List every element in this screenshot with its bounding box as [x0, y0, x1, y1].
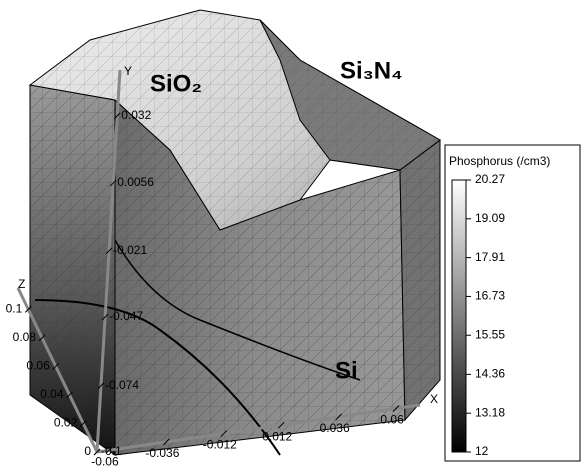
tick-mark [113, 112, 121, 120]
tick-mark [392, 405, 400, 412]
z-tick-label: 0.04 [40, 387, 64, 401]
x-tick-label: -0.012 [203, 438, 237, 452]
x-tick-label: 0.06 [380, 413, 404, 427]
tick-mark [277, 421, 285, 429]
tick-mark [335, 413, 343, 421]
x-tick-label: -0.06 [91, 454, 119, 467]
region-label: Si [335, 357, 358, 384]
region-label: SiO₂ [150, 70, 202, 97]
colorbar-title: Phosphorus (/cm3) [449, 154, 550, 168]
axis-line [95, 69, 122, 453]
colorbar-tick-label: 12 [475, 444, 489, 458]
y-tick-label: -0.074 [105, 378, 139, 392]
x-tick-label: 0.012 [262, 429, 292, 443]
colorbar-scale [451, 179, 467, 453]
y-tick-label: -0.047 [109, 309, 143, 323]
region-label: Si₃N₄ [340, 57, 403, 84]
y-tick-label: 0.032 [121, 108, 151, 122]
tick-mark [38, 334, 46, 342]
colorbar: Phosphorus (/cm3) [444, 144, 581, 462]
tick-mark [109, 179, 117, 187]
tick-mark [66, 391, 73, 399]
axis-title: X [430, 392, 438, 406]
axis-title: Y [124, 64, 132, 78]
tick-mark [101, 313, 109, 321]
axis-line [96, 403, 421, 454]
tick-mark [97, 382, 105, 390]
colorbar-frame [444, 144, 581, 462]
z-tick-label: 0.02 [54, 416, 78, 430]
axis-line [16, 287, 99, 453]
z-tick-label: 0.08 [13, 330, 37, 344]
tick-mark [24, 306, 32, 313]
colorbar-tick-label: 20.27 [475, 172, 505, 186]
block [28, 9, 441, 456]
y-tick-label: -0.021 [113, 243, 147, 257]
z-tick-label: 0 [84, 444, 91, 458]
x-tick-label: 0.036 [320, 421, 350, 435]
z-tick-label: 0.06 [26, 359, 50, 373]
colorbar-tick-label: 19.09 [475, 211, 505, 225]
tick-mark [163, 438, 170, 446]
y-tick-label: -0.1 [101, 444, 122, 458]
x-tick-label: -0.036 [145, 446, 179, 460]
colorbar-tick-label: 13.18 [475, 405, 505, 419]
colorbar-tick-label: 14.36 [475, 367, 505, 381]
tick-mark [79, 420, 87, 427]
axis-title: Z [18, 277, 25, 291]
tick-mark [220, 430, 228, 437]
z-tick-label: 0.1 [6, 302, 23, 316]
tick-mark [52, 363, 60, 370]
y-tick-label: 0.0056 [117, 175, 154, 189]
colorbar-tick-label: 16.73 [475, 289, 505, 303]
tick-mark [105, 247, 113, 255]
colorbar-tick-label: 15.55 [475, 327, 505, 341]
colorbar-tick-label: 17.91 [475, 250, 505, 264]
tick-mark [93, 448, 101, 456]
tick-mark [105, 446, 113, 454]
